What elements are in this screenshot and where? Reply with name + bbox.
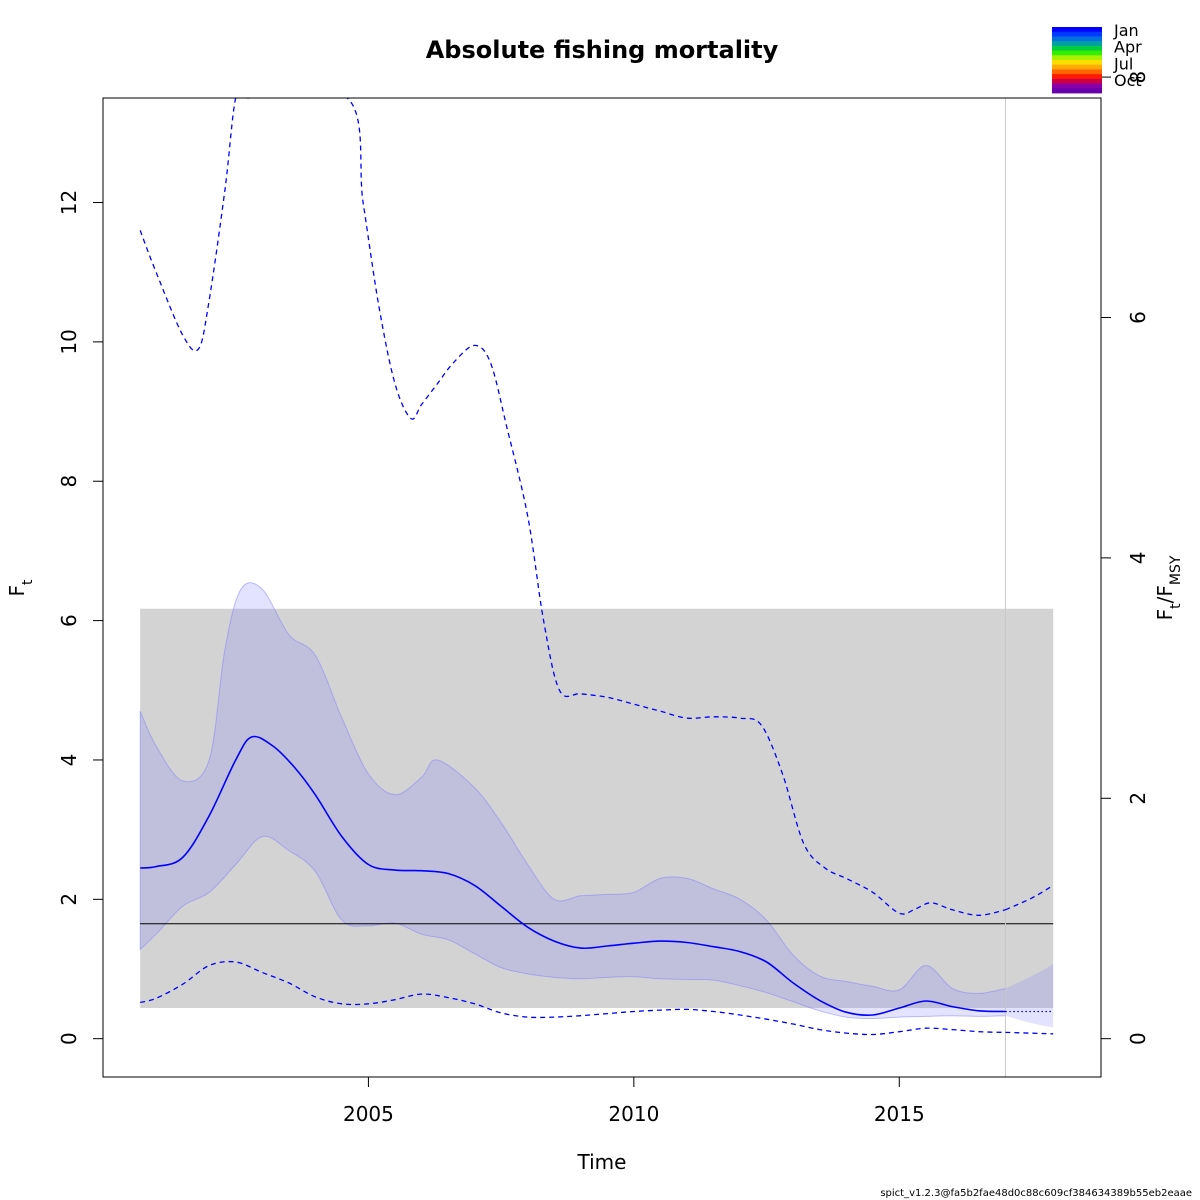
legend-color-swatch — [1052, 27, 1102, 33]
y2-tick-label: 8 — [1126, 71, 1150, 84]
legend-color-swatch — [1052, 50, 1102, 56]
x-tick-label: 2005 — [343, 1102, 394, 1126]
y2-axis-title-sub2: MSY — [1168, 555, 1184, 585]
legend-label: Oct — [1114, 71, 1142, 90]
legend-color-swatch — [1052, 78, 1102, 84]
legend-label: Apr — [1114, 38, 1142, 57]
y-axis-title-sub: t — [20, 579, 36, 585]
y-tick-label: 2 — [57, 893, 81, 906]
x-tick-label: 2010 — [608, 1102, 659, 1126]
legend-color-swatch — [1052, 45, 1102, 51]
legend-color-swatch — [1052, 74, 1102, 80]
y-tick-label: 10 — [57, 329, 81, 354]
x-axis-title: Time — [577, 1150, 627, 1174]
lower-95-dashed-prediction-line — [1005, 1031, 1054, 1035]
y-axis-title: Ft — [5, 579, 36, 597]
y2-axis-title: Ft/FMSY — [1153, 555, 1184, 620]
lower-95-dashed-line — [140, 960, 1006, 1036]
legend-color-swatch — [1052, 83, 1102, 89]
y2-tick-label: 2 — [1126, 792, 1150, 805]
upper-95-dashed-prediction-line — [1005, 884, 1054, 911]
y-tick-label: 0 — [57, 1032, 81, 1045]
version-footer: spict_v1.2.3@fa5b2fae48d0c88c609cf384634… — [880, 1188, 1192, 1199]
y2-tick-label: 4 — [1126, 552, 1150, 565]
plot-area — [139, 98, 1054, 1077]
legend-color-swatch — [1052, 88, 1102, 94]
legend-color-swatch — [1052, 60, 1102, 66]
legend-color-swatch — [1052, 69, 1102, 75]
estimate-ci-band — [139, 582, 1006, 1020]
y-tick-label: 4 — [57, 754, 81, 767]
legend-color-swatch — [1052, 31, 1102, 37]
axes: 2005 2010 2015 0 2 4 6 8 10 12 0 2 4 6 8 — [57, 71, 1150, 1126]
legend-label: Jan — [1113, 21, 1139, 40]
fmsy-ci-band — [140, 608, 1054, 1009]
legend-color-swatch — [1052, 41, 1102, 47]
y2-tick-label: 0 — [1126, 1032, 1150, 1045]
upper-95-dashed-line — [139, 98, 1006, 916]
legend-label: Jul — [1113, 54, 1133, 73]
y-tick-label: 6 — [57, 614, 81, 627]
estimate-line — [140, 735, 1006, 1016]
legend-color-swatch — [1052, 55, 1102, 61]
plot-frame — [102, 97, 1102, 1078]
y2-axis-title-sub1: t — [1168, 603, 1184, 609]
y-tick-label: 12 — [57, 190, 81, 215]
y-tick-label: 8 — [57, 475, 81, 488]
y2-tick-label: 6 — [1126, 311, 1150, 324]
y2-axis-title-main: F — [1153, 609, 1177, 621]
legend-color-swatch — [1052, 64, 1102, 70]
y-axis-title-main: F — [5, 585, 29, 597]
y2-axis-title-sep: /F — [1153, 585, 1177, 603]
legend-color-swatch — [1052, 36, 1102, 42]
x-tick-label: 2015 — [874, 1102, 925, 1126]
chart-title: Absolute fishing mortality — [426, 36, 779, 64]
